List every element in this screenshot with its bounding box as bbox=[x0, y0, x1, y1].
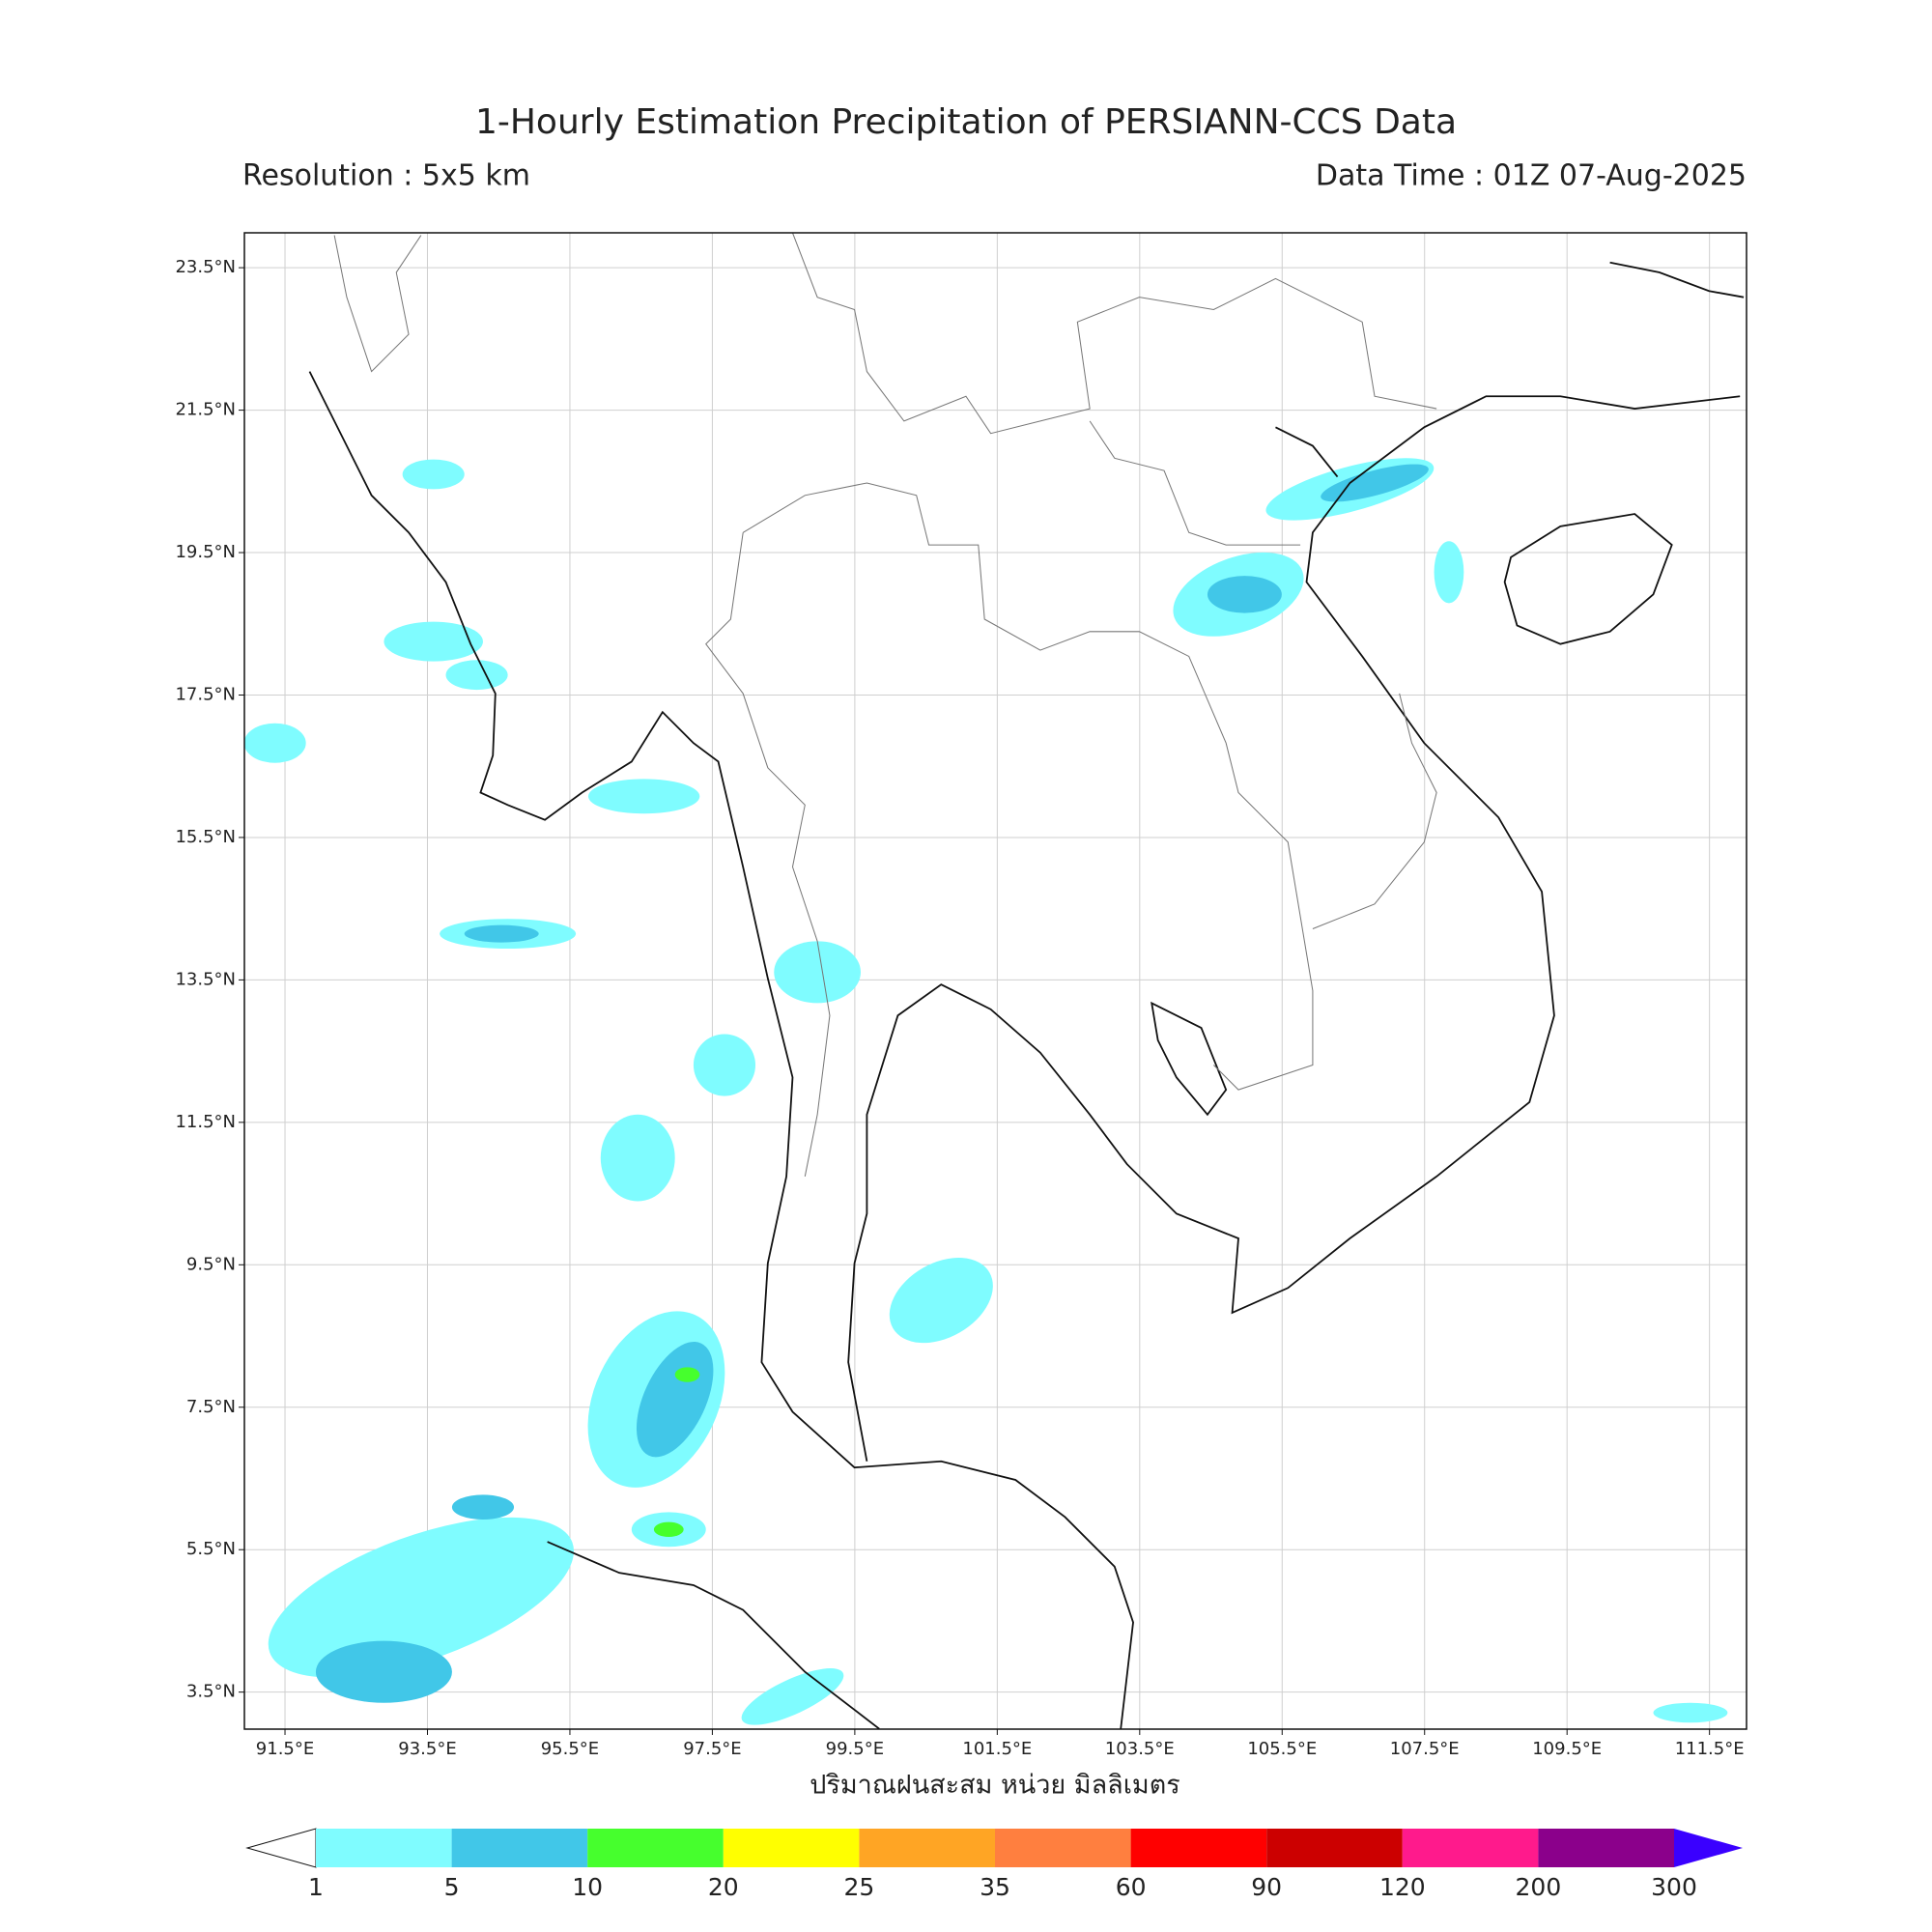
colorbar-label: 5 bbox=[444, 1873, 460, 1901]
colorbar-segment bbox=[859, 1829, 995, 1867]
x-axis-label: ปริมาณฝนสะสม หน่วย มิลลิเมตร bbox=[810, 1771, 1180, 1801]
colorbar-under bbox=[245, 1828, 317, 1868]
y-tick-label: 13.5°N bbox=[175, 969, 236, 989]
colorbar-segment bbox=[587, 1829, 724, 1867]
y-tick-label: 5.5°N bbox=[186, 1539, 236, 1559]
y-tick-label: 19.5°N bbox=[175, 542, 236, 562]
x-tick-label: 107.5°E bbox=[1390, 1739, 1460, 1759]
rain-area bbox=[653, 1521, 684, 1537]
rain-area bbox=[587, 779, 700, 814]
rain-area bbox=[774, 941, 861, 1004]
y-tick-label: 7.5°N bbox=[186, 1397, 236, 1417]
rain-area bbox=[445, 660, 508, 691]
colorbar-segment bbox=[1266, 1829, 1403, 1867]
border bbox=[1312, 693, 1437, 929]
x-tick-label: 103.5°E bbox=[1105, 1739, 1175, 1759]
rain-area bbox=[889, 1258, 993, 1344]
x-tick-label: 101.5°E bbox=[962, 1739, 1032, 1759]
y-tick-label: 21.5°N bbox=[175, 400, 236, 420]
colorbar-label: 90 bbox=[1251, 1873, 1282, 1901]
rain-area bbox=[464, 924, 539, 943]
colorbar-segment bbox=[1130, 1829, 1267, 1867]
x-tick-label: 97.5°E bbox=[683, 1739, 741, 1759]
y-tick-label: 3.5°N bbox=[186, 1682, 236, 1702]
coastline bbox=[1275, 426, 1339, 478]
coastline bbox=[1609, 261, 1745, 298]
rain-area bbox=[1434, 541, 1464, 604]
border bbox=[705, 532, 831, 1178]
x-tick-label: 93.5°E bbox=[398, 1739, 456, 1759]
colorbar-label: 120 bbox=[1379, 1873, 1426, 1901]
colorbar-label: 20 bbox=[708, 1873, 739, 1901]
colorbar-label: 1 bbox=[308, 1873, 324, 1901]
colorbar-label: 35 bbox=[980, 1873, 1010, 1901]
precipitation bbox=[243, 458, 1728, 1725]
x-tick-label: 95.5°E bbox=[541, 1739, 599, 1759]
rain-area bbox=[243, 723, 306, 763]
x-tick-label: 111.5°E bbox=[1675, 1739, 1745, 1759]
x-tick-label: 105.5°E bbox=[1247, 1739, 1317, 1759]
colorbar: 1 5 10 20 25 35 60 90 120 200 300 bbox=[245, 1828, 1743, 1901]
y-tick-label: 23.5°N bbox=[175, 257, 236, 277]
border bbox=[792, 233, 1437, 435]
coastline bbox=[547, 1541, 880, 1729]
rain-area bbox=[451, 1494, 515, 1520]
y-tick-label: 11.5°N bbox=[175, 1112, 236, 1132]
colorbar-segment bbox=[451, 1829, 588, 1867]
colorbar-segment bbox=[1402, 1829, 1539, 1867]
x-tick-label: 109.5°E bbox=[1532, 1739, 1602, 1759]
colorbar-label: 10 bbox=[572, 1873, 603, 1901]
rain-area bbox=[674, 1367, 700, 1382]
rain-area bbox=[1321, 464, 1429, 502]
grid bbox=[244, 233, 1747, 1729]
plot-frame bbox=[243, 232, 1747, 1730]
resolution: Resolution : 5x5 km bbox=[242, 159, 530, 193]
border bbox=[742, 482, 1314, 1091]
colorbar-segment bbox=[995, 1829, 1131, 1867]
data-time: Data Time : 01Z 07-Aug-2025 bbox=[1316, 159, 1747, 193]
coastline bbox=[1151, 1001, 1228, 1117]
rain-area bbox=[1207, 576, 1282, 613]
coastline bbox=[308, 371, 1134, 1729]
colorbar-label: 60 bbox=[1116, 1873, 1147, 1901]
colorbar-segment bbox=[723, 1829, 860, 1867]
coastline bbox=[847, 395, 1741, 1462]
rain-area bbox=[1653, 1702, 1728, 1723]
x-tick-label: 99.5°E bbox=[826, 1739, 884, 1759]
coastline bbox=[1503, 513, 1673, 645]
border bbox=[1089, 420, 1301, 546]
map-layer bbox=[243, 233, 1745, 1729]
rain-area bbox=[315, 1640, 452, 1703]
rain-area bbox=[268, 1517, 575, 1678]
x-tick-label: 91.5°E bbox=[256, 1739, 314, 1759]
rain-area bbox=[600, 1114, 675, 1202]
colorbar-label: 25 bbox=[843, 1873, 874, 1901]
y-tick-label: 17.5°N bbox=[175, 684, 236, 704]
y-tick-label: 9.5°N bbox=[186, 1254, 236, 1274]
colorbar-segment bbox=[316, 1829, 452, 1867]
rain-area bbox=[384, 621, 483, 662]
border bbox=[333, 235, 422, 373]
colorbar-label: 300 bbox=[1651, 1873, 1697, 1901]
rain-area bbox=[693, 1034, 756, 1096]
colorbar-over bbox=[1674, 1829, 1743, 1867]
colorbar-label: 200 bbox=[1516, 1873, 1562, 1901]
colorbar-segment bbox=[1538, 1829, 1674, 1867]
y-tick-label: 15.5°N bbox=[175, 827, 236, 847]
rain-area bbox=[741, 1668, 844, 1725]
rain-area bbox=[402, 459, 465, 490]
title: 1-Hourly Estimation Precipitation of PER… bbox=[475, 102, 1457, 142]
